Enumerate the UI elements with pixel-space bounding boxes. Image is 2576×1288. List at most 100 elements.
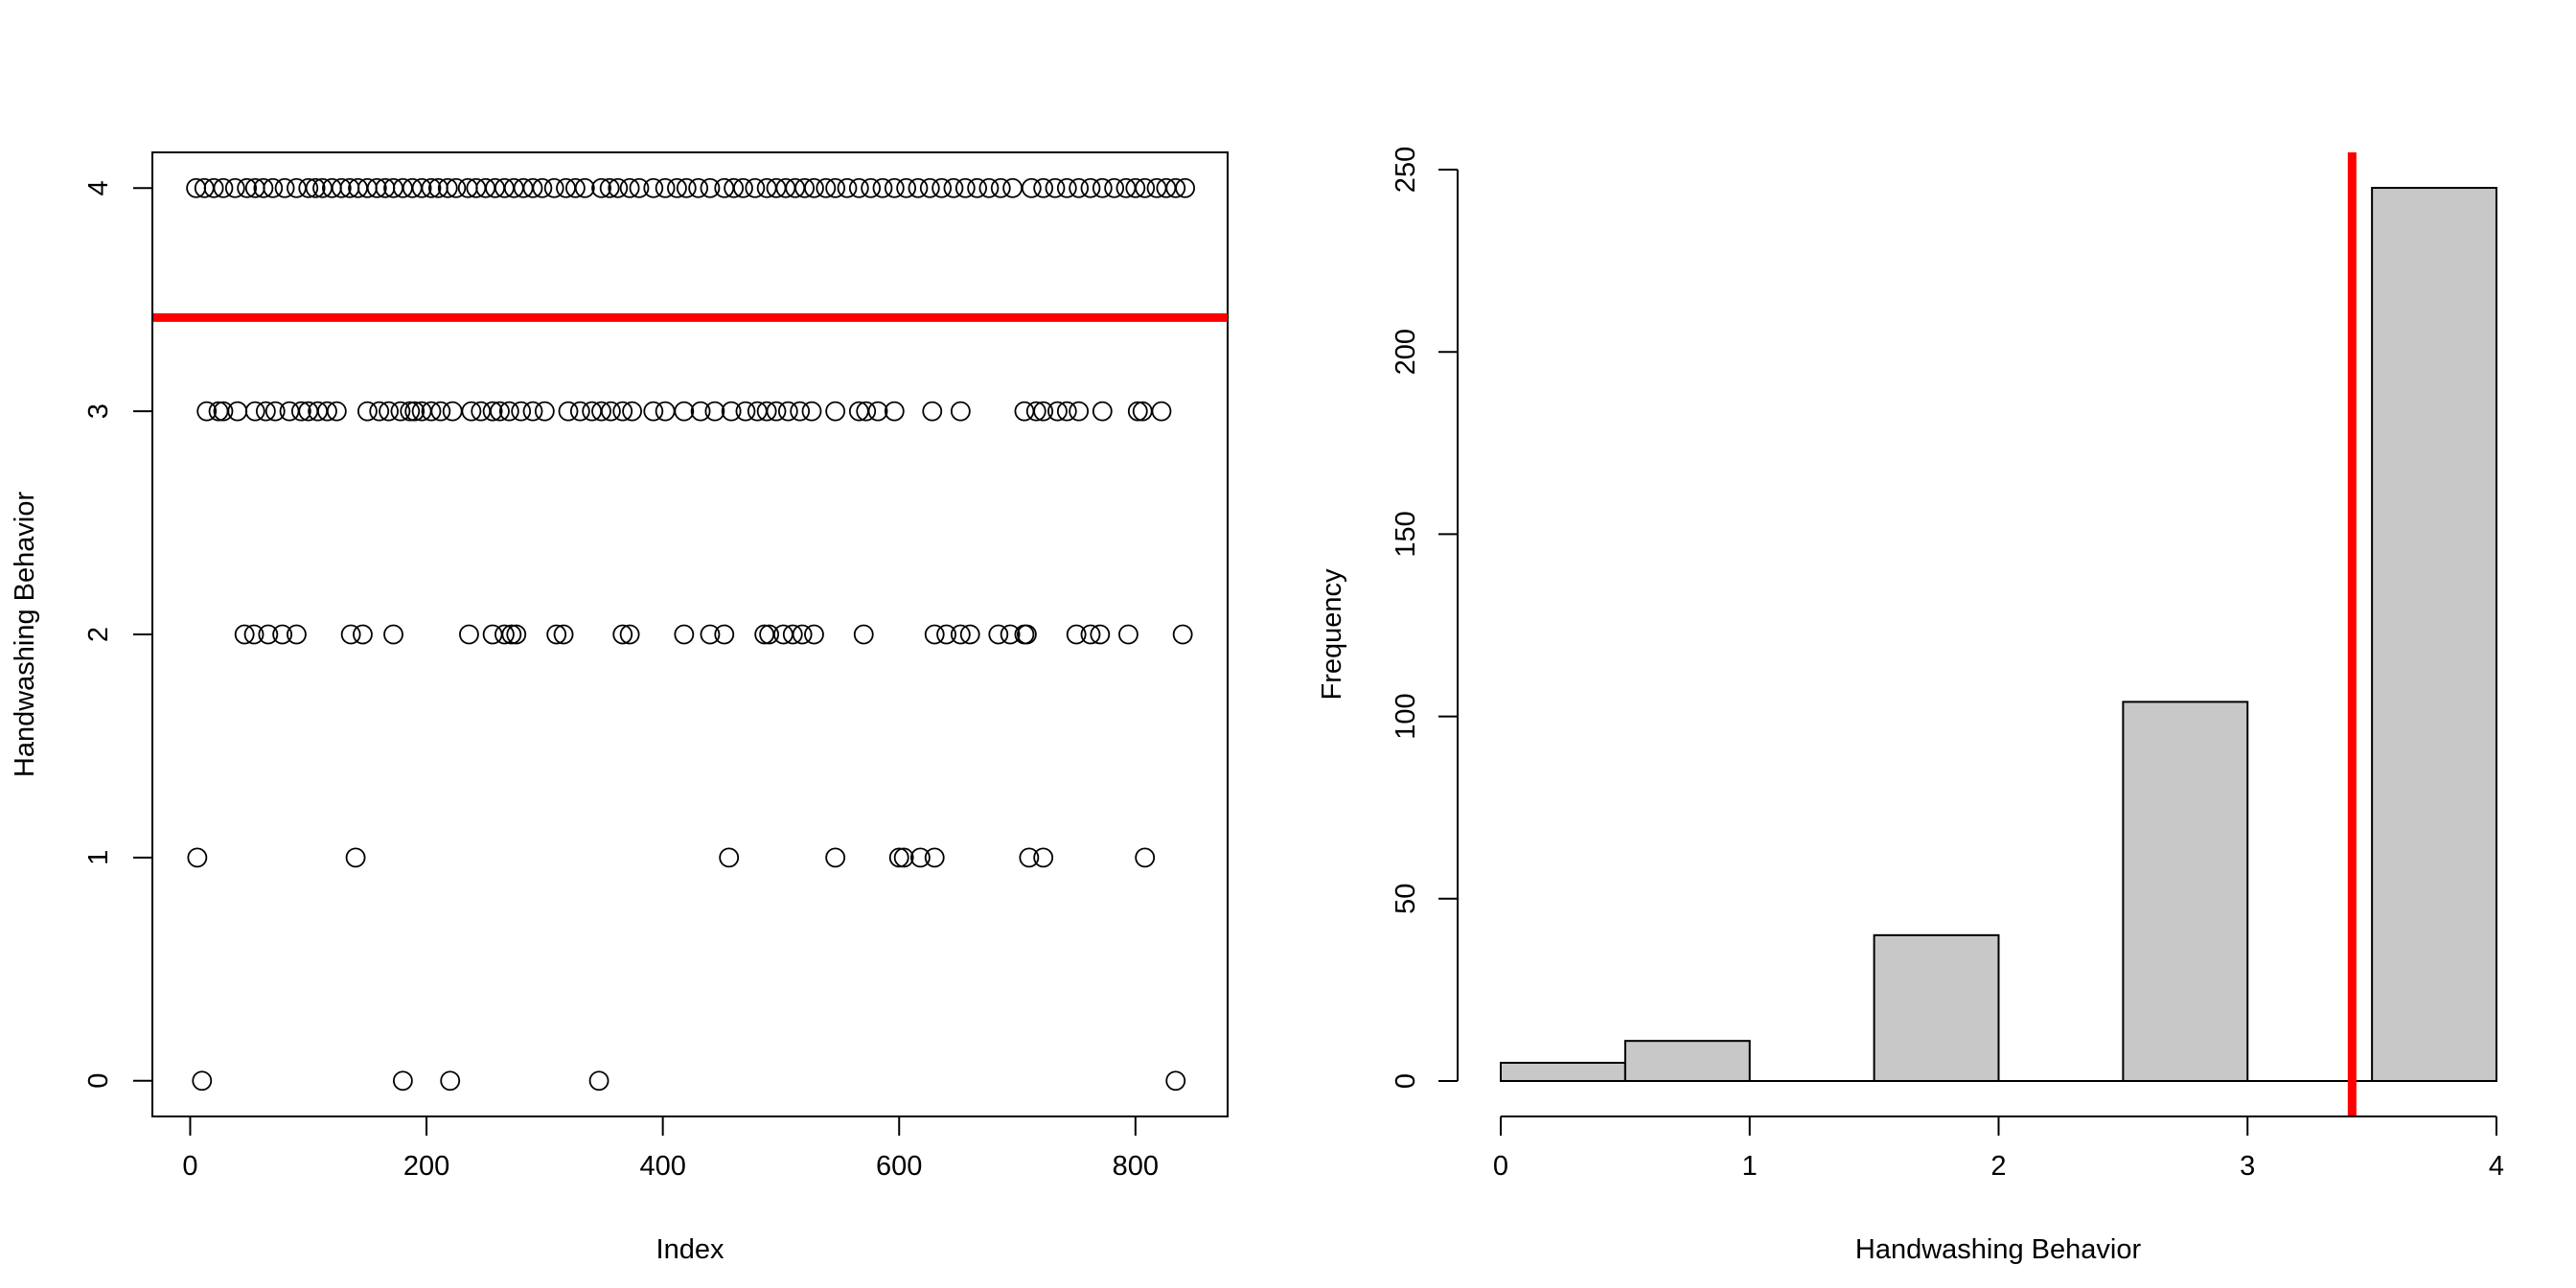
scatter-point <box>196 401 218 422</box>
scatter-point <box>714 624 735 645</box>
scatter-point <box>1056 401 1077 422</box>
scatter-point <box>790 401 811 422</box>
scatter-point <box>794 177 815 198</box>
scatter-point <box>932 177 953 198</box>
scatter-point <box>356 401 378 422</box>
scatter-point <box>317 401 337 422</box>
scatter-point <box>379 401 399 422</box>
scatter-point <box>224 177 245 198</box>
x-tick-label: 0 <box>182 1151 197 1182</box>
scatter-point <box>853 624 874 645</box>
scatter-point <box>967 177 988 198</box>
scatter-point <box>643 401 664 422</box>
scatter-point <box>721 401 742 422</box>
x-axis-label: Handwashing Behavior <box>1855 1234 2142 1265</box>
scatter-point <box>825 401 846 422</box>
scatter-point <box>919 177 940 198</box>
scatter-point <box>331 177 352 198</box>
scatter-point <box>690 401 711 422</box>
scatter-point <box>421 401 442 422</box>
scatter-point <box>390 401 411 422</box>
scatter-point <box>421 177 442 198</box>
scatter-point <box>392 1070 413 1092</box>
scatter-point <box>1069 401 1090 422</box>
scatter-point <box>1021 177 1042 198</box>
scatter-point <box>1033 847 1054 868</box>
scatter-point <box>950 401 971 422</box>
scatter-point <box>978 177 1000 198</box>
scatter-point <box>816 177 837 198</box>
scatter-point <box>856 401 877 422</box>
y-tick-label: 0 <box>83 1073 114 1089</box>
y-axis: 0 50 100 150 200 250 <box>1391 147 1459 1089</box>
scatter-point <box>1172 624 1193 645</box>
scatter-point <box>1045 177 1066 198</box>
scatter-point <box>1118 624 1138 645</box>
scatter-point <box>442 401 463 422</box>
scatter-point <box>213 401 234 422</box>
scatter-point <box>619 624 640 645</box>
scatter-point <box>411 177 432 198</box>
scatter-point <box>1127 401 1148 422</box>
scatter-point <box>404 401 426 422</box>
scatter-point <box>187 847 208 868</box>
y-tick-label: 0 <box>1391 1073 1421 1089</box>
scatter-point <box>599 177 620 198</box>
scatter-point <box>924 847 945 868</box>
scatter-point <box>437 177 458 198</box>
scatter-point <box>1135 177 1156 198</box>
scatter-point <box>522 401 543 422</box>
histogram-bar <box>1873 933 2000 1083</box>
scatter-point <box>655 401 676 422</box>
y-tick-label: 3 <box>83 403 114 419</box>
scatter-point <box>272 624 293 645</box>
scatter-point <box>1025 401 1046 422</box>
scatter-point <box>591 401 611 422</box>
scatter-point <box>910 847 931 868</box>
scatter-point <box>546 624 567 645</box>
scatter-point <box>792 624 813 645</box>
scatter-point <box>700 624 721 645</box>
scatter-point <box>234 624 255 645</box>
x-axis: 0 1 2 3 4 <box>1493 1116 2504 1182</box>
scatter-point <box>227 401 248 422</box>
scatter-panel: 0 200 400 600 800 0 1 2 3 4 Index Handwashing Be… <box>10 151 1229 1265</box>
scatter-point <box>553 624 574 645</box>
scatter-point <box>924 624 945 645</box>
scatter-point <box>622 401 642 422</box>
scatter-point <box>990 177 1011 198</box>
histogram-bars <box>1500 187 2497 1083</box>
y-tick-label: 200 <box>1391 329 1421 375</box>
scatter-point <box>383 624 403 645</box>
scatter-point <box>867 401 888 422</box>
y-axis: 0 1 2 3 4 <box>83 180 153 1089</box>
histogram-bar <box>2371 187 2497 1082</box>
scatter-point <box>208 401 229 422</box>
histogram-panel: 0 1 2 3 4 0 50 100 150 200 250 Handwashing Behavi… <box>1317 147 2504 1265</box>
scatter-point <box>1104 177 1125 198</box>
scatter-point <box>861 177 882 198</box>
scatter-point <box>872 177 893 198</box>
scatter-point <box>655 177 676 198</box>
scatter-point <box>1047 401 1068 422</box>
scatter-point <box>1092 177 1113 198</box>
y-tick-label: 4 <box>83 180 114 196</box>
scatter-point <box>1033 177 1054 198</box>
scatter-point <box>506 624 527 645</box>
scatter-points <box>186 177 1196 1092</box>
scatter-point <box>1151 401 1172 422</box>
scatter-point <box>490 401 510 422</box>
scatter-point <box>258 624 279 645</box>
scatter-point <box>667 177 687 198</box>
scatter-point <box>733 177 753 198</box>
scatter-point <box>543 177 564 198</box>
scatter-point <box>366 177 387 198</box>
x-tick-label: 3 <box>2240 1151 2255 1182</box>
x-tick-label: 4 <box>2489 1151 2504 1182</box>
scatter-point <box>446 177 467 198</box>
scatter-point <box>700 177 721 198</box>
scatter-point <box>922 401 943 422</box>
scatter-point <box>950 624 971 645</box>
scatter-point <box>888 847 909 868</box>
